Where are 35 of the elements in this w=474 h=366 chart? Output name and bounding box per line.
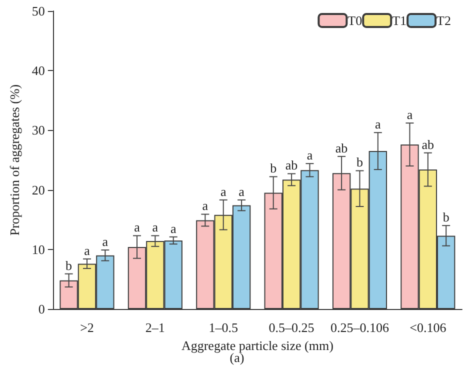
y-tick-label: 20 [32,182,45,198]
data-label: a [84,242,90,258]
y-tick-label: 0 [38,302,45,316]
data-label: ab [335,140,348,156]
data-label: a [152,220,158,235]
data-label: b [442,210,450,225]
data-label: a [134,220,140,235]
data-label: a [220,184,226,199]
y-tick-label: 30 [32,122,45,138]
y-tick-label: 50 [32,4,45,18]
y-tick-label: 10 [32,242,45,257]
data-label: a [102,234,108,249]
data-label: a [406,107,413,122]
data-label: a [238,184,245,199]
data-label: a [306,148,313,163]
data-label: ab [285,158,298,173]
data-label: b [356,154,363,170]
y-axis-title: Proportion of aggregates (%) [7,84,22,236]
y-tick-label: 40 [32,63,45,78]
x-tick-label: <0.106 [410,320,447,335]
x-tick-label: 1–0.5 [208,320,238,335]
data-label: a [375,116,382,132]
data-label: b [66,258,72,273]
x-axis-title: Aggregate particle size (mm) [181,338,334,353]
x-tick-label: 0.5–0.25 [268,320,314,335]
data-label: ab [422,136,434,152]
data-label: a [170,220,176,236]
data-label: b [270,160,277,176]
legend-label: T2 [436,13,452,28]
x-tick-label: >2 [80,320,94,335]
x-tick-label: 0.25–0.106 [330,320,390,335]
legend-label: T1 [392,13,407,28]
legend-label: T0 [348,13,362,28]
x-tick-label: 2–1 [145,320,165,335]
data-label: a [202,198,208,214]
